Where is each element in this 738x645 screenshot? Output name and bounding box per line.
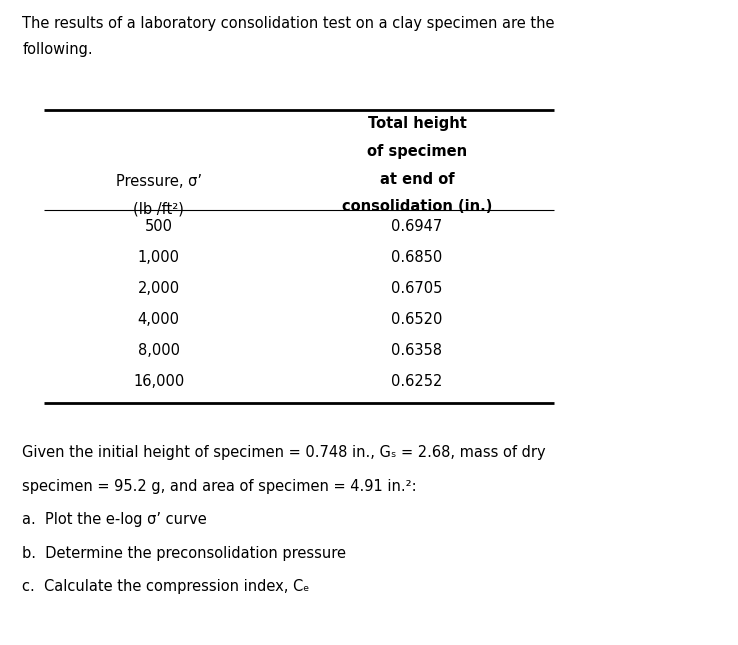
Text: 0.6705: 0.6705 — [391, 281, 443, 296]
Text: a.  Plot the e-log σ’ curve: a. Plot the e-log σ’ curve — [22, 512, 207, 527]
Text: (lb /ft²): (lb /ft²) — [134, 202, 184, 217]
Text: of specimen: of specimen — [367, 144, 467, 159]
Text: 8,000: 8,000 — [138, 343, 179, 358]
Text: Total height: Total height — [368, 116, 466, 131]
Text: 0.6252: 0.6252 — [391, 374, 443, 389]
Text: specimen = 95.2 g, and area of specimen = 4.91 in.²:: specimen = 95.2 g, and area of specimen … — [22, 479, 417, 493]
Text: 0.6947: 0.6947 — [391, 219, 443, 234]
Text: c.  Calculate the compression index, Cₑ: c. Calculate the compression index, Cₑ — [22, 579, 309, 594]
Text: 0.6850: 0.6850 — [391, 250, 443, 265]
Text: 2,000: 2,000 — [137, 281, 180, 296]
Text: b.  Determine the preconsolidation pressure: b. Determine the preconsolidation pressu… — [22, 546, 346, 561]
Text: 4,000: 4,000 — [138, 312, 179, 327]
Text: The results of a laboratory consolidation test on a clay specimen are the: The results of a laboratory consolidatio… — [22, 16, 555, 31]
Text: following.: following. — [22, 42, 93, 57]
Text: 1,000: 1,000 — [138, 250, 179, 265]
Text: Pressure, σ’: Pressure, σ’ — [116, 174, 201, 189]
Text: Given the initial height of specimen = 0.748 in., Gₛ = 2.68, mass of dry: Given the initial height of specimen = 0… — [22, 445, 546, 460]
Text: consolidation (in.): consolidation (in.) — [342, 199, 492, 214]
Text: 0.6520: 0.6520 — [391, 312, 443, 327]
Text: at end of: at end of — [379, 172, 455, 186]
Text: 16,000: 16,000 — [133, 374, 184, 389]
Text: 500: 500 — [145, 219, 173, 234]
Text: 0.6358: 0.6358 — [391, 343, 443, 358]
